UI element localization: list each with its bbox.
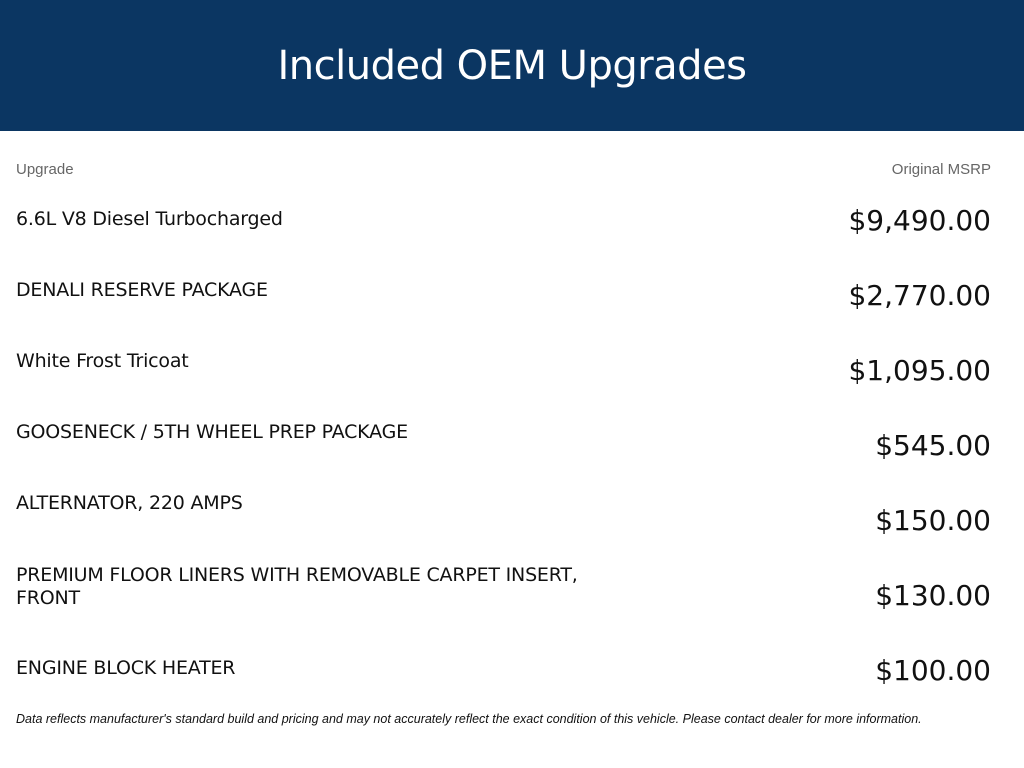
page-title: Included OEM Upgrades <box>277 42 747 89</box>
disclaimer: Data reflects manufacturer's standard bu… <box>16 712 922 726</box>
upgrade-price: $545.00 <box>875 429 991 462</box>
column-header-msrp: Original MSRP <box>891 161 991 178</box>
upgrade-price: $2,770.00 <box>848 279 991 312</box>
upgrade-name: PREMIUM FLOOR LINERS WITH REMOVABLE CARP… <box>16 564 578 609</box>
upgrade-name: 6.6L V8 Diesel Turbocharged <box>16 208 283 230</box>
upgrade-name: GOOSENECK / 5TH WHEEL PREP PACKAGE <box>16 421 408 443</box>
column-header-upgrade: Upgrade <box>16 161 74 178</box>
upgrade-price: $130.00 <box>875 579 991 612</box>
upgrade-name: ALTERNATOR, 220 AMPS <box>16 492 243 514</box>
upgrade-price: $1,095.00 <box>848 354 991 387</box>
page-header: Included OEM Upgrades <box>0 0 1024 131</box>
upgrade-price: $150.00 <box>875 504 991 537</box>
upgrade-name: White Frost Tricoat <box>16 350 189 372</box>
upgrade-price: $100.00 <box>875 654 991 687</box>
upgrade-name: ENGINE BLOCK HEATER <box>16 657 236 679</box>
upgrade-price: $9,490.00 <box>848 204 991 237</box>
upgrade-name: DENALI RESERVE PACKAGE <box>16 279 268 301</box>
